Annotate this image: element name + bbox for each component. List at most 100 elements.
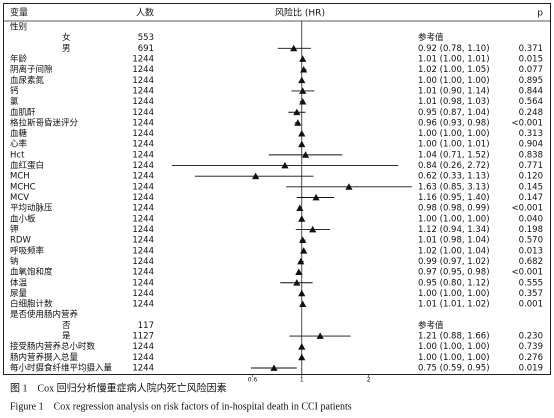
- variable-label: 阴离子间隙: [10, 64, 53, 75]
- p-value: <0.001: [512, 118, 543, 128]
- variable-label: 男: [62, 44, 71, 54]
- hr-marker: [270, 364, 278, 371]
- variable-label: 肠内营养摄入总量: [10, 352, 79, 363]
- hr-marker: [298, 289, 306, 297]
- hr-marker: [281, 161, 289, 169]
- x-tick-label: 1: [300, 377, 304, 384]
- n-value: 1244: [132, 278, 154, 288]
- hr-ci-text: 1.16 (0.95, 1.40): [418, 193, 490, 203]
- table-frame: [3, 3, 551, 375]
- variable-label: 平均动脉压: [10, 203, 53, 214]
- p-value: 0.838: [519, 150, 543, 160]
- p-value: 0.077: [519, 65, 543, 75]
- hr-marker: [297, 257, 305, 265]
- p-value: 0.120: [519, 172, 543, 182]
- hr-marker: [299, 300, 307, 307]
- hr-ci-text: 1.00 (1.00, 1.00): [418, 289, 490, 299]
- p-value: 0.015: [519, 54, 543, 64]
- p-value: 0.895: [519, 76, 543, 86]
- hr-marker: [299, 97, 307, 105]
- n-value: 1244: [132, 214, 154, 224]
- variable-label: 是否使用肠内营养: [10, 309, 79, 320]
- hr-marker: [301, 151, 310, 158]
- hr-marker: [298, 140, 306, 148]
- n-value: 1244: [132, 76, 154, 86]
- p-value: 0.771: [519, 161, 543, 171]
- p-value: 0.040: [519, 214, 543, 224]
- p-value: 0.276: [519, 353, 543, 363]
- hr-ci-text: 1.00 (1.00, 1.00): [418, 342, 490, 352]
- hr-ci-text: 0.98 (0.98, 0.99): [418, 204, 490, 214]
- n-value: 1244: [132, 342, 154, 352]
- hr-ci-text: 0.97 (0.95, 0.98): [418, 268, 490, 278]
- x-tick-label: 0.6: [248, 377, 258, 384]
- hr-ci-text: 1.01 (0.98, 1.03): [418, 97, 490, 107]
- variable-label: 血红蛋白: [10, 160, 44, 171]
- p-value: 0.198: [519, 225, 543, 235]
- n-value: 1244: [132, 97, 154, 107]
- hr-ci-text: 1.02 (1.00, 1.05): [418, 65, 490, 75]
- hr-ci-text: 1.01 (1.00, 1.01): [418, 54, 490, 64]
- header-variable: 变量: [10, 7, 28, 19]
- hr-ci-text: 1.63 (0.85, 3.13): [418, 182, 490, 192]
- hr-ci-text: 0.99 (0.97, 1.02): [418, 257, 490, 267]
- variable-label: 体温: [10, 277, 28, 288]
- n-value: 1244: [132, 129, 154, 139]
- hr-ci-text: 1.04 (0.71, 1.52): [418, 150, 490, 160]
- p-value: 0.013: [519, 246, 543, 256]
- n-value: 1244: [132, 268, 154, 278]
- variable-label: 是: [62, 332, 71, 342]
- hr-ci-text: 0.96 (0.93, 0.98): [418, 118, 490, 128]
- hr-ci-text: 0.75 (0.59, 0.95): [418, 364, 490, 374]
- hr-ci-text: 0.95 (0.87, 1.04): [418, 108, 490, 118]
- variable-label: 否: [62, 321, 71, 331]
- variable-label: RDW: [10, 236, 31, 246]
- variable-label: 血肌酐: [10, 107, 36, 118]
- p-value: 0.564: [519, 97, 543, 107]
- hr-marker: [299, 55, 307, 62]
- p-value: 0.001: [519, 300, 543, 310]
- variable-label: 血小板: [10, 213, 36, 224]
- hr-ci-text: 1.21 (0.88, 1.66): [418, 332, 490, 342]
- variable-label: 钙: [10, 85, 19, 96]
- n-value: 553: [138, 33, 154, 43]
- hr-marker: [290, 44, 298, 52]
- n-value: 1244: [132, 86, 154, 96]
- hr-ci-text: 1.00 (1.00, 1.01): [418, 140, 490, 150]
- variable-label: 性别: [10, 22, 27, 33]
- variable-label: 尿量: [10, 289, 28, 299]
- n-value: 1244: [132, 289, 154, 299]
- hr-marker: [293, 279, 301, 286]
- header-p: p: [537, 9, 543, 19]
- caption-zh: 图 1 Cox 回归分析慢重症病人院内死亡风险因素: [10, 381, 227, 394]
- variable-label: 血尿素氮: [10, 75, 45, 86]
- hr-marker: [252, 172, 260, 180]
- n-value: 1244: [132, 182, 154, 192]
- hr-ci-text: 0.84 (0.26, 2.72): [418, 161, 490, 171]
- hr-ci-text: 0.92 (0.78, 1.10): [418, 44, 490, 54]
- hr-marker: [293, 108, 301, 116]
- hr-ci-text: 1.00 (1.00, 1.00): [418, 76, 490, 86]
- variable-label: MCV: [10, 193, 29, 203]
- hr-ci-text: 1.01 (0.98, 1.04): [418, 236, 490, 246]
- n-value: 1127: [132, 332, 154, 342]
- p-value: 0.145: [519, 182, 543, 192]
- header-hr: 风险比 (HR): [275, 7, 325, 19]
- variable-label: 钠: [10, 256, 19, 267]
- p-value: <0.001: [512, 204, 543, 214]
- variable-label: MCH: [10, 172, 30, 182]
- p-value: 0.248: [519, 108, 543, 118]
- p-value: 0.682: [519, 257, 543, 267]
- variable-label: 呼吸频率: [10, 245, 45, 256]
- variable-label: 年龄: [10, 53, 28, 64]
- x-tick-label: 2: [367, 377, 371, 384]
- hr-ci-text: 0.95 (0.80, 1.12): [418, 278, 490, 288]
- p-value: 0.357: [519, 289, 543, 299]
- hr-marker: [295, 268, 303, 275]
- hr-marker: [309, 225, 317, 233]
- p-value: 0.230: [519, 332, 543, 342]
- variable-label: 心率: [10, 139, 28, 150]
- hr-ci-text: 参考值: [418, 32, 444, 43]
